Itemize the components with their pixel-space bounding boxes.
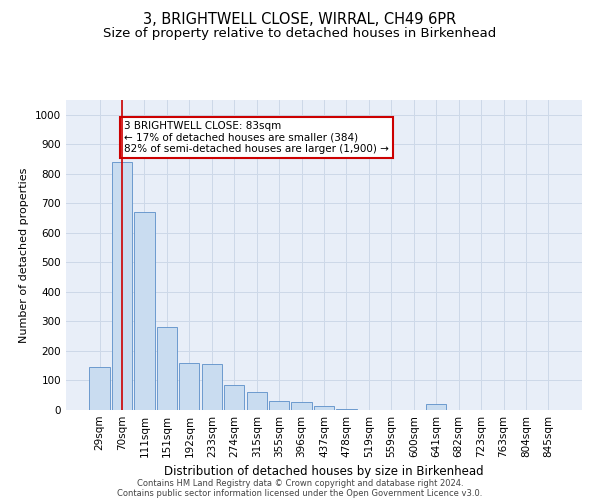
Bar [247, 392, 267, 410]
Bar [112, 162, 132, 410]
Bar [337, 408, 356, 410]
Bar [224, 385, 244, 410]
Bar [157, 328, 177, 410]
Bar [314, 406, 334, 410]
Bar [202, 364, 222, 410]
Text: Contains HM Land Registry data © Crown copyright and database right 2024.: Contains HM Land Registry data © Crown c… [137, 478, 463, 488]
Bar [179, 363, 199, 410]
Bar [269, 401, 289, 410]
Text: 3 BRIGHTWELL CLOSE: 83sqm
← 17% of detached houses are smaller (384)
82% of semi: 3 BRIGHTWELL CLOSE: 83sqm ← 17% of detac… [124, 120, 389, 154]
Bar [426, 404, 446, 410]
X-axis label: Distribution of detached houses by size in Birkenhead: Distribution of detached houses by size … [164, 466, 484, 478]
Text: 3, BRIGHTWELL CLOSE, WIRRAL, CH49 6PR: 3, BRIGHTWELL CLOSE, WIRRAL, CH49 6PR [143, 12, 457, 28]
Y-axis label: Number of detached properties: Number of detached properties [19, 168, 29, 342]
Bar [292, 402, 311, 410]
Text: Contains public sector information licensed under the Open Government Licence v3: Contains public sector information licen… [118, 488, 482, 498]
Bar [134, 212, 155, 410]
Bar [89, 367, 110, 410]
Text: Size of property relative to detached houses in Birkenhead: Size of property relative to detached ho… [103, 28, 497, 40]
